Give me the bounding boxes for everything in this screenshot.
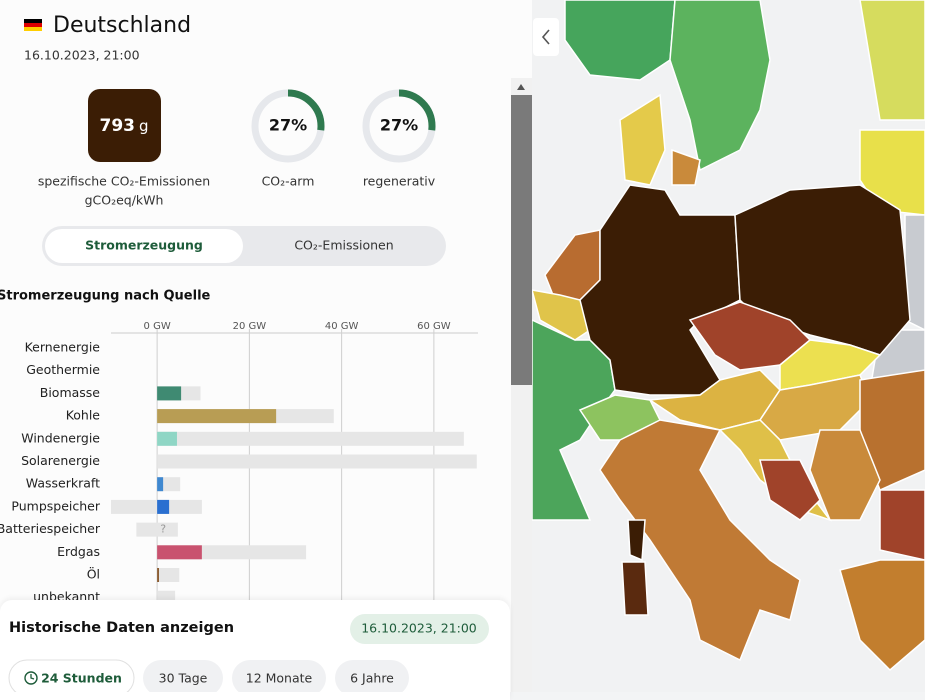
ring-value: 27% (269, 116, 307, 135)
unknown-marker: ? (160, 523, 166, 536)
ring-arc (251, 89, 325, 163)
country[interactable] (859, 129, 925, 216)
side-panel: Deutschland 16.10.2023, 21:00 793 g spezi… (0, 13, 532, 692)
collapse-button[interactable] (533, 18, 559, 56)
countries (530, 0, 925, 672)
production-bar[interactable] (157, 431, 177, 446)
clock-hand (30, 674, 35, 680)
value: 793 (99, 116, 135, 136)
category-label: Erdgas (57, 544, 100, 559)
country[interactable] (621, 561, 649, 616)
category-label: Öl (87, 566, 100, 582)
intensity-box (88, 89, 161, 162)
category-label: Geothermie (26, 362, 100, 377)
tab[interactable]: CO₂-Emissionen (294, 238, 393, 253)
ring-arc (362, 89, 436, 163)
ring-label: regenerativ (363, 174, 436, 189)
history-card: Historische Daten anzeigen 16.10.2023, 2… (0, 600, 510, 700)
panel-content: Deutschland 16.10.2023, 21:00 793 g spezi… (0, 13, 532, 692)
country[interactable] (619, 93, 666, 186)
unit: g (139, 117, 149, 135)
capacity-bar (157, 568, 180, 582)
tab[interactable]: Stromerzeugung (85, 238, 203, 253)
intensity-label: spezifische CO₂-Emissionen (38, 174, 210, 189)
clock-icon (24, 671, 38, 685)
ring-label: CO₂-arm (262, 174, 315, 189)
country[interactable] (809, 429, 881, 521)
flag-stripe (24, 23, 42, 27)
scroll-arrow[interactable] (517, 84, 525, 90)
ring-value: 27% (380, 116, 418, 135)
x-tick-label: 0 GW (144, 321, 171, 332)
production-bar[interactable] (157, 409, 277, 424)
category-label: Batteriespeicher (0, 521, 101, 536)
category-label: Kohle (66, 408, 101, 423)
x-tick-label: 40 GW (325, 321, 359, 332)
production-bar[interactable] (157, 568, 159, 582)
country[interactable] (564, 0, 676, 81)
country[interactable] (671, 148, 701, 186)
flag-stripe (24, 19, 42, 23)
range-button[interactable] (335, 660, 409, 696)
capacity-bar (157, 431, 464, 446)
category-label: Solarenergie (21, 453, 100, 468)
production-bar[interactable] (157, 477, 164, 492)
intensity-unit-label: gCO₂eq/kWh (85, 193, 164, 208)
category-label: Kernenergie (25, 340, 101, 355)
country[interactable] (839, 559, 925, 672)
capacity-bar (136, 522, 178, 537)
intensity-value: 793 g (99, 116, 148, 136)
country[interactable] (879, 489, 925, 561)
range-button[interactable] (143, 660, 223, 696)
history-title: Historische Daten anzeigen (9, 620, 234, 636)
collapse-icon (541, 29, 550, 45)
range-label: 24 Stunden (41, 671, 122, 686)
capacity-bar (111, 499, 202, 514)
zone-title: Deutschland (53, 13, 191, 38)
production-bar[interactable] (157, 499, 170, 514)
category-label: Wasserkraft (26, 476, 100, 491)
chart-title: Stromerzeugung nach Quelle (0, 289, 211, 304)
flag-stripe (24, 27, 42, 31)
capacity-bar (157, 454, 477, 469)
category-label: Windenergie (21, 430, 100, 445)
range-label: 6 Jahre (350, 671, 394, 686)
date-badge-text: 16.10.2023, 21:00 (361, 621, 477, 636)
range-label: 30 Tage (159, 671, 208, 686)
country[interactable] (627, 519, 646, 562)
range-label: 12 Monate (246, 671, 313, 686)
country[interactable] (669, 0, 771, 172)
zone-date: 16.10.2023, 21:00 (24, 48, 140, 63)
category-label: Biomasse (40, 385, 101, 400)
x-tick-label: 20 GW (233, 321, 267, 332)
production-bar[interactable] (157, 386, 182, 401)
category-label: Pumpspeicher (11, 498, 100, 513)
country[interactable] (759, 459, 821, 521)
scrollbar-thumb[interactable] (511, 95, 532, 385)
production-bar[interactable] (157, 545, 202, 560)
tab-selected-bg (45, 229, 243, 263)
x-tick-label: 60 GW (417, 321, 451, 332)
date-badge[interactable] (350, 614, 489, 644)
history-content: Historische Daten anzeigen 16.10.2023, 2… (8, 614, 489, 697)
range-button[interactable] (232, 660, 326, 696)
country[interactable] (859, 0, 925, 121)
